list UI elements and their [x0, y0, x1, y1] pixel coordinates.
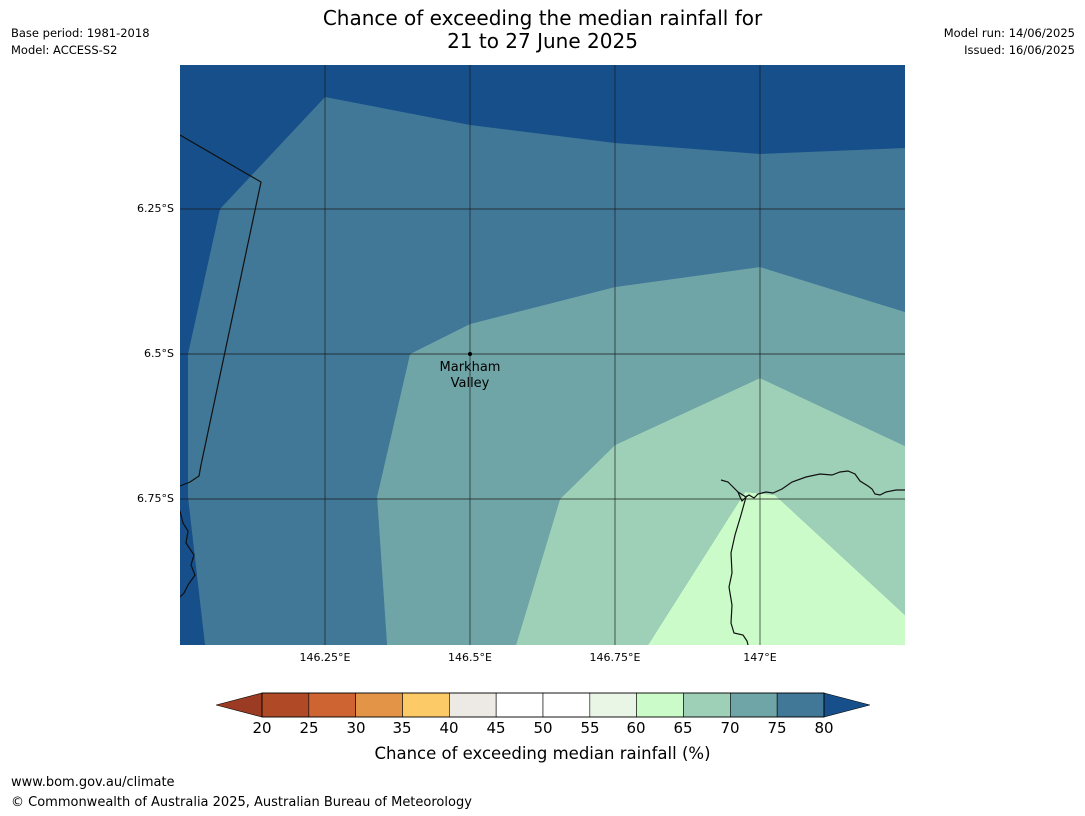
meta-left: Base period: 1981-2018 Model: ACCESS-S2 [11, 25, 150, 59]
lat-label-6-5: 6.5°S [144, 347, 174, 360]
lon-label-146-5: 146.5°E [448, 651, 492, 664]
model-run: Model run: 14/06/2025 [943, 26, 1075, 40]
colorbar-bin-30-35 [355, 692, 403, 718]
colorbar-label: Chance of exceeding median rainfall (%) [374, 744, 711, 763]
title-line-1: Chance of exceeding the median rainfall … [322, 6, 763, 30]
map-canvas [180, 65, 905, 645]
colorbar-bin-60-65 [636, 692, 684, 718]
colorbar-tick-70: 70 [720, 719, 740, 737]
markham-valley-marker[interactable] [468, 352, 472, 356]
colorbar-tick-40: 40 [439, 719, 459, 737]
colorbar-tick-50: 50 [533, 719, 553, 737]
colorbar-tick-25: 25 [299, 719, 319, 737]
map-title: Chance of exceeding the median rainfall … [0, 7, 1085, 53]
colorbar-bins [261, 692, 825, 718]
lon-label-147: 147°E [743, 651, 777, 664]
river-line [728, 491, 749, 645]
colorbar-tick-30: 30 [346, 719, 366, 737]
colorbar-bin-25-30 [308, 692, 356, 718]
colorbar-bin-40-45 [449, 692, 497, 718]
place-label-line-1: Markham [439, 360, 501, 375]
colorbar-extend-low [214, 692, 263, 718]
colorbar-bin-75-80 [776, 692, 825, 718]
colorbar-bin-55-60 [589, 692, 637, 718]
zone-60-65 [648, 492, 905, 645]
colorbar [214, 692, 872, 720]
border-line [180, 134, 262, 487]
lon-label-146-75: 146.75°E [589, 651, 641, 664]
colorbar-tick-75: 75 [767, 719, 787, 737]
title-line-2: 21 to 27 June 2025 [447, 29, 638, 53]
footer-url[interactable]: www.bom.gov.au/climate [11, 775, 175, 790]
colorbar-outline [261, 692, 825, 718]
footer-copyright: © Commonwealth of Australia 2025, Austra… [11, 795, 472, 810]
zone-65-70 [516, 378, 905, 645]
meta-right: Model run: 14/06/2025 Issued: 16/06/2025 [944, 25, 1075, 59]
zone-75-80 [188, 97, 905, 645]
lon-label-146-25: 146.25°E [299, 651, 351, 664]
model-name: Model: ACCESS-S2 [11, 43, 118, 57]
colorbar-tick-20: 20 [252, 719, 272, 737]
lat-label-6-25: 6.25°S [137, 202, 174, 215]
colorbar-bin-35-40 [402, 692, 450, 718]
colorbar-bin-50-55 [542, 692, 591, 718]
colorbar-graphic [214, 692, 872, 718]
base-period: Base period: 1981-2018 [11, 26, 150, 40]
issued-date: Issued: 16/06/2025 [964, 43, 1075, 57]
colorbar-tick-65: 65 [673, 719, 693, 737]
colorbar-tick-80: 80 [814, 719, 834, 737]
colorbar-tick-60: 60 [626, 719, 646, 737]
colorbar-bin-70-75 [730, 692, 778, 718]
lat-label-6-75: 6.75°S [137, 492, 174, 505]
colorbar-bin-20-25 [261, 692, 310, 718]
colorbar-tick-35: 35 [392, 719, 412, 737]
colorbar-bin-45-50 [495, 692, 544, 718]
colorbar-extend-high [823, 692, 872, 718]
colorbar-bin-65-70 [683, 692, 731, 718]
colorbar-tick-55: 55 [580, 719, 600, 737]
rainfall-map[interactable] [180, 65, 905, 645]
place-label-markham-valley: Markham Valley [420, 360, 520, 392]
place-label-line-2: Valley [450, 376, 490, 391]
colorbar-tick-45: 45 [486, 719, 506, 737]
zone-70-75 [377, 267, 905, 645]
coastline-west [180, 510, 196, 598]
